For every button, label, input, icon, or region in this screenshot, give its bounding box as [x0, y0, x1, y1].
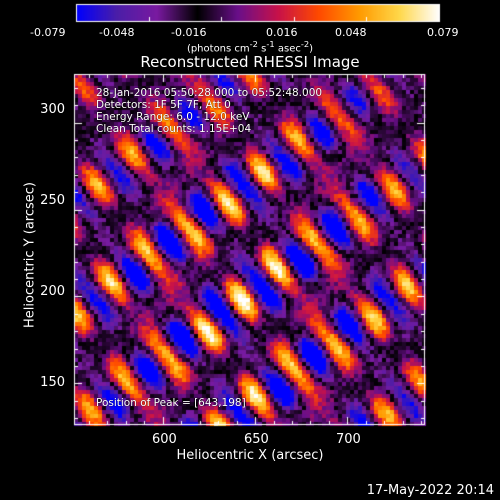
x-tick-label: 600: [152, 432, 177, 447]
peak-position-label: Position of Peak = [643,198]: [96, 397, 246, 409]
colorbar-tick-label: -0.016: [171, 26, 207, 39]
annotation-detectors: Detectors: 1F 5F 7F, Att 0: [96, 99, 231, 111]
y-tick-label: 300: [40, 102, 65, 117]
colorbar-tick-label: 0.048: [335, 26, 367, 39]
colorbar-tick-label: -0.079: [30, 26, 66, 39]
y-tick-label: 250: [40, 193, 65, 208]
colorbar-units: (photons cm-2 s-1 asec-2): [186, 39, 314, 55]
y-tick-label: 150: [40, 375, 65, 390]
colorbar-tick-label: -0.048: [99, 26, 135, 39]
annotation-clean-counts: Clean Total counts: 1.15E+04: [96, 123, 252, 135]
footer-date: 17-May-2022 20:14: [366, 483, 494, 498]
plot-title: Reconstructed RHESSI Image: [140, 53, 360, 71]
x-tick-label: 700: [336, 432, 361, 447]
colorbar-tick-label: 0.079: [427, 26, 459, 39]
colorbar-tick-label: 0.016: [266, 26, 298, 39]
y-axis-label: Heliocentric Y (arcsec): [22, 182, 38, 328]
x-axis-label: Heliocentric X (arcsec): [176, 448, 324, 463]
y-tick-label: 200: [40, 284, 65, 299]
x-tick-label: 650: [244, 432, 269, 447]
annotation-energy-range: Energy Range: 6.0 - 12.0 keV: [96, 111, 250, 123]
annotation-time-range: 28-Jan-2016 05:50:28.000 to 05:52:48.000: [96, 87, 323, 99]
